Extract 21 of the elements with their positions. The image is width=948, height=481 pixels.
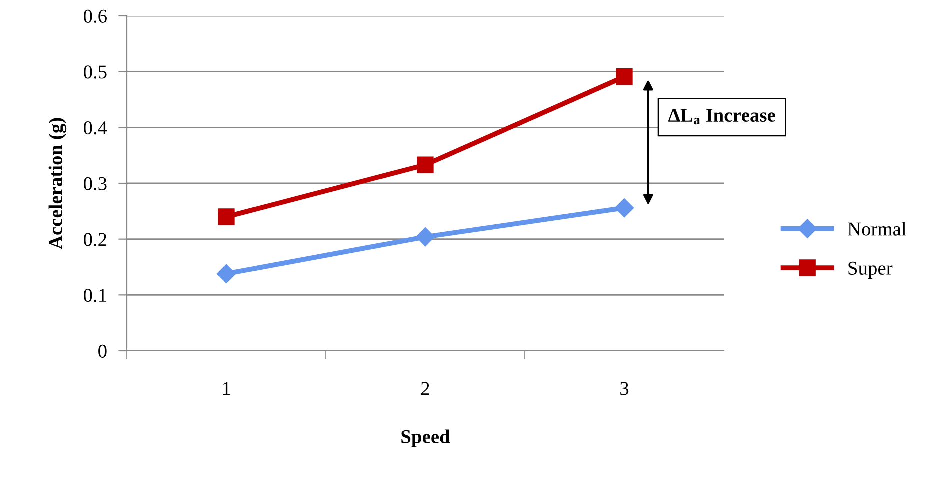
y-axis-title: Acceleration (g) xyxy=(48,118,67,250)
point xyxy=(417,156,434,174)
point xyxy=(218,208,235,226)
y-tick-label: 0.1 xyxy=(84,288,106,302)
point xyxy=(616,68,633,86)
legend-label: Super xyxy=(848,262,893,279)
point xyxy=(216,264,236,284)
y-tick-label: 0.5 xyxy=(84,66,107,79)
y-tick-label: 0.3 xyxy=(84,177,107,191)
y-tick-label: 0.4 xyxy=(84,121,108,135)
point xyxy=(416,228,436,247)
x-axis-title: Speed xyxy=(402,430,450,448)
x-tick-label: 1 xyxy=(223,382,230,396)
y-tick-label: 0.6 xyxy=(84,10,107,24)
y-tick-label: 0 xyxy=(98,344,107,358)
x-tick-label: 3 xyxy=(620,382,629,396)
annotation: ΔL$_{a}$ Increase xyxy=(668,108,776,125)
point xyxy=(614,198,634,218)
legend-label: Normal xyxy=(848,222,906,236)
x-tick-label: 2 xyxy=(421,382,430,396)
y-tick-label: 0.2 xyxy=(84,233,106,246)
